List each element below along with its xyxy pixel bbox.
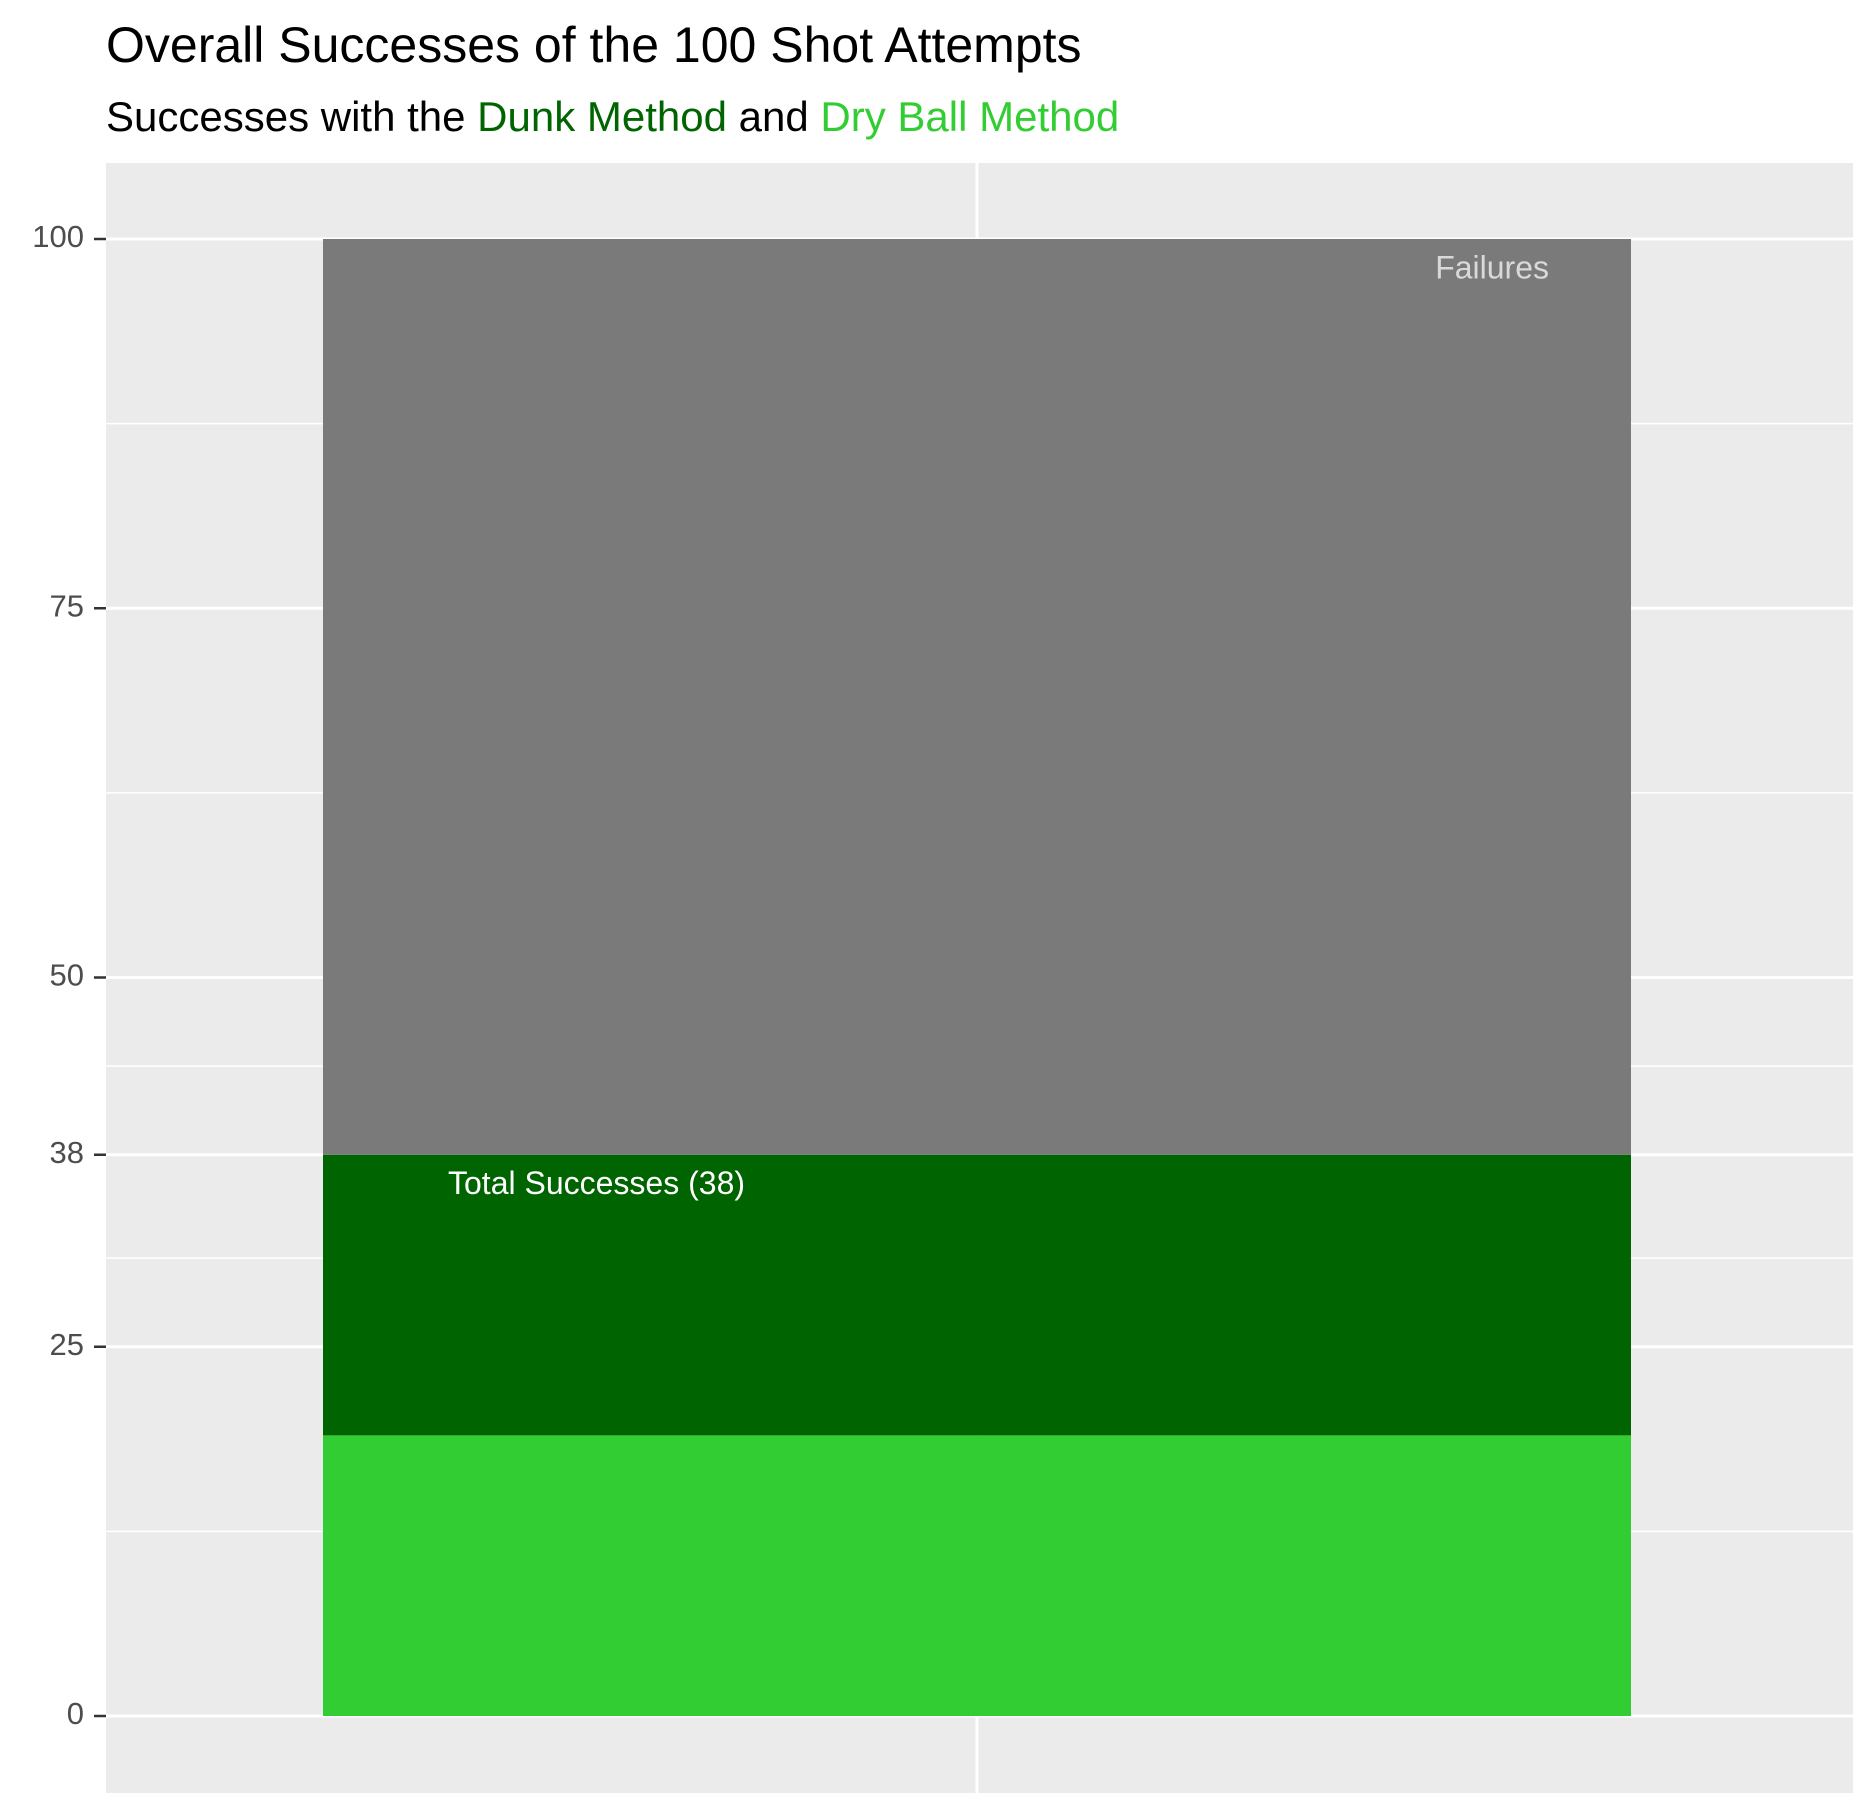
y-tick-label: 0: [67, 1696, 84, 1731]
y-tick-label: 100: [32, 219, 84, 254]
chart-subtitle: Successes with the Dunk Method and Dry B…: [106, 93, 1119, 140]
segment-label-dunk-method: Total Successes (38): [448, 1165, 745, 1201]
bar-segment-dunk-method: [323, 1154, 1631, 1436]
y-tick-label: 38: [50, 1135, 84, 1170]
segment-labels: Total Successes (38) Failures: [448, 249, 1549, 1201]
segment-label-failures: Failures: [1435, 249, 1549, 285]
y-tick-label: 25: [50, 1327, 84, 1362]
subtitle-part-1: Successes with the: [106, 93, 477, 140]
chart-title: Overall Successes of the 100 Shot Attemp…: [106, 17, 1082, 73]
y-tick-label: 75: [50, 588, 84, 623]
subtitle-part-3: and: [727, 93, 820, 140]
y-axis: 0 25 38 50 75 100: [32, 219, 106, 1731]
subtitle-part-4: Dry Ball Method: [820, 93, 1119, 140]
bar-segments: [323, 239, 1631, 1716]
bar-segment-dry-ball-method: [323, 1435, 1631, 1716]
subtitle-part-2: Dunk Method: [477, 93, 727, 140]
bar-segment-failures: [323, 239, 1631, 1155]
y-tick-label: 50: [50, 958, 84, 993]
